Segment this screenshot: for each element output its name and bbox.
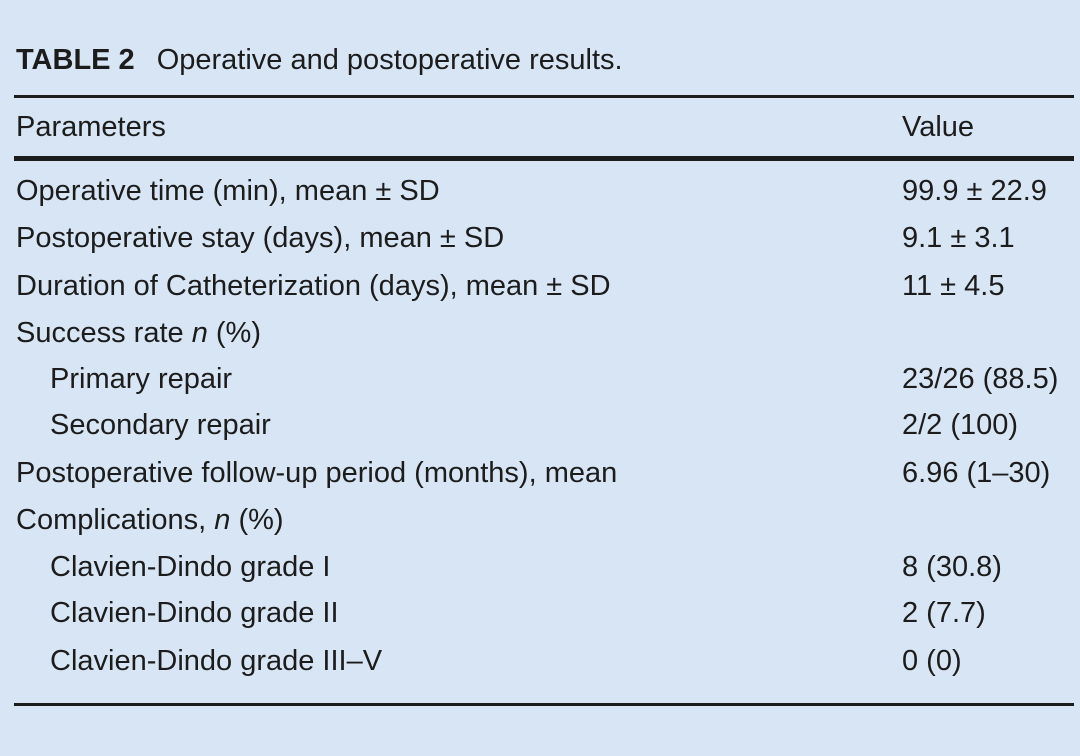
row-parameter: Primary repair — [50, 363, 233, 395]
row-value: 6.96 (1–30) — [902, 457, 1051, 489]
row-value: 11 ± 4.5 — [902, 270, 1005, 302]
row-parameter: Clavien-Dindo grade I — [50, 551, 331, 583]
row-parameter: Duration of Catheterization (days), mean… — [16, 270, 611, 302]
row-parameter: Clavien-Dindo grade II — [50, 597, 339, 629]
row-value: 0 (0) — [902, 645, 962, 677]
row-value: 99.9 ± 22.9 — [902, 175, 1047, 207]
row-parameter: Operative time (min), mean ± SD — [16, 175, 440, 207]
section-success-rate: Success rate n (%) — [16, 310, 261, 356]
header-parameters: Parameters — [16, 111, 166, 143]
section-label-italic: n — [214, 504, 231, 536]
row-parameter: Postoperative follow-up period (months),… — [16, 457, 618, 489]
table-label: TABLE 2 — [16, 44, 135, 76]
row-parameter: Postoperative stay (days), mean ± SD — [16, 222, 505, 254]
table-section-row: Success rate n (%) — [0, 310, 1080, 356]
table-row: Postoperative stay (days), mean ± SD 9.1… — [0, 215, 1080, 261]
header-rule — [14, 156, 1074, 161]
table-caption: TABLE 2 Operative and postoperative resul… — [16, 38, 623, 82]
table-row: Postoperative follow-up period (months),… — [0, 450, 1080, 496]
row-value: 2/2 (100) — [902, 409, 1019, 441]
table-row: Operative time (min), mean ± SD 99.9 ± 2… — [0, 168, 1080, 214]
row-value: 23/26 (88.5) — [902, 363, 1059, 395]
section-complications: Complications, n (%) — [16, 497, 284, 543]
row-value: 2 (7.7) — [902, 597, 986, 629]
section-label-text: Complications, — [16, 504, 215, 536]
table-section-row: Complications, n (%) — [0, 497, 1080, 543]
table-row: Clavien-Dindo grade III–V 0 (0) — [0, 638, 1080, 684]
section-label-suffix: (%) — [230, 504, 284, 536]
header-value: Value — [902, 111, 975, 143]
table-row: Clavien-Dindo grade I 8 (30.8) — [0, 544, 1080, 590]
table-row: Duration of Catheterization (days), mean… — [0, 263, 1080, 309]
section-label-suffix: (%) — [207, 317, 261, 349]
table-title: Operative and postoperative results. — [156, 44, 623, 76]
table-header-row: Parameters Value — [0, 104, 1080, 150]
section-label-text: Success rate — [16, 317, 192, 349]
table-row: Secondary repair 2/2 (100) — [0, 402, 1080, 448]
top-rule — [14, 95, 1074, 98]
bottom-rule — [14, 703, 1074, 706]
row-value: 8 (30.8) — [902, 551, 1002, 583]
row-value: 9.1 ± 3.1 — [902, 222, 1015, 254]
table-row: Primary repair 23/26 (88.5) — [0, 356, 1080, 402]
section-label-italic: n — [191, 317, 208, 349]
row-parameter: Clavien-Dindo grade III–V — [50, 645, 383, 677]
row-parameter: Secondary repair — [50, 409, 271, 441]
table-row: Clavien-Dindo grade II 2 (7.7) — [0, 590, 1080, 636]
